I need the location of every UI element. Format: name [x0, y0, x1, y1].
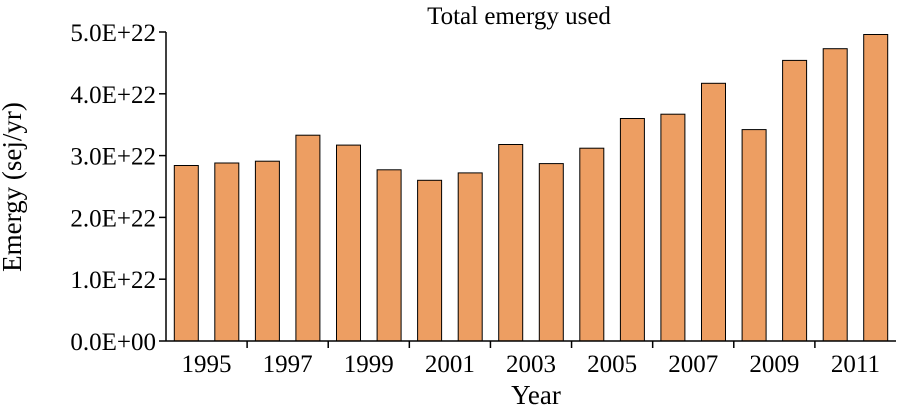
- bar-1998: [295, 134, 321, 342]
- bar-1999: [336, 144, 361, 342]
- x-axis-ticks: 1995 1997 1999 2001 2003 2005 2007 2009 2011: [182, 341, 880, 378]
- bar-2000: [376, 169, 402, 342]
- bar-2005: [579, 147, 605, 342]
- x-tick-label: 2011: [831, 351, 880, 378]
- bar-1997: [254, 160, 280, 342]
- x-tick-label: 1999: [344, 351, 394, 378]
- x-tick-label: 2007: [668, 351, 718, 378]
- bar-1996: [214, 162, 240, 342]
- bar-series: [173, 34, 889, 342]
- x-tick-label: 2001: [425, 351, 475, 378]
- bar-2002: [457, 172, 483, 342]
- bar-1995: [173, 165, 199, 342]
- bar-2007: [660, 113, 686, 342]
- x-tick-label: 2009: [749, 351, 799, 378]
- x-tick-label: 2005: [587, 351, 637, 378]
- y-tick-label: 4.0E+22: [70, 82, 156, 109]
- y-tick-label: 3.0E+22: [70, 144, 156, 171]
- x-tick-label: 1997: [263, 351, 313, 378]
- bar-2012: [863, 34, 889, 342]
- chart-title: Total emergy used: [427, 3, 611, 30]
- bar-2003: [498, 144, 524, 342]
- x-tick-label: 1995: [182, 351, 232, 378]
- x-axis-label: Year: [511, 380, 561, 407]
- y-tick-label: 0.0E+00: [70, 329, 156, 356]
- bar-2010: [782, 59, 808, 342]
- bar-2004: [538, 163, 564, 342]
- y-tick-label: 2.0E+22: [70, 205, 156, 232]
- bar-2009: [741, 129, 767, 342]
- bar-2006: [619, 118, 645, 342]
- y-tick-label: 5.0E+22: [70, 20, 156, 47]
- bar-2001: [417, 179, 443, 342]
- bar-2008: [701, 82, 726, 342]
- y-tick-label: 1.0E+22: [70, 267, 156, 294]
- y-axis-ticks: 0.0E+00 1.0E+22 2.0E+22 3.0E+22 4.0E+22 5.0E+…: [70, 20, 166, 356]
- y-axis-label: Emergy (sej/yr): [0, 102, 27, 272]
- bar-2011: [822, 48, 848, 342]
- x-tick-label: 2003: [506, 351, 556, 378]
